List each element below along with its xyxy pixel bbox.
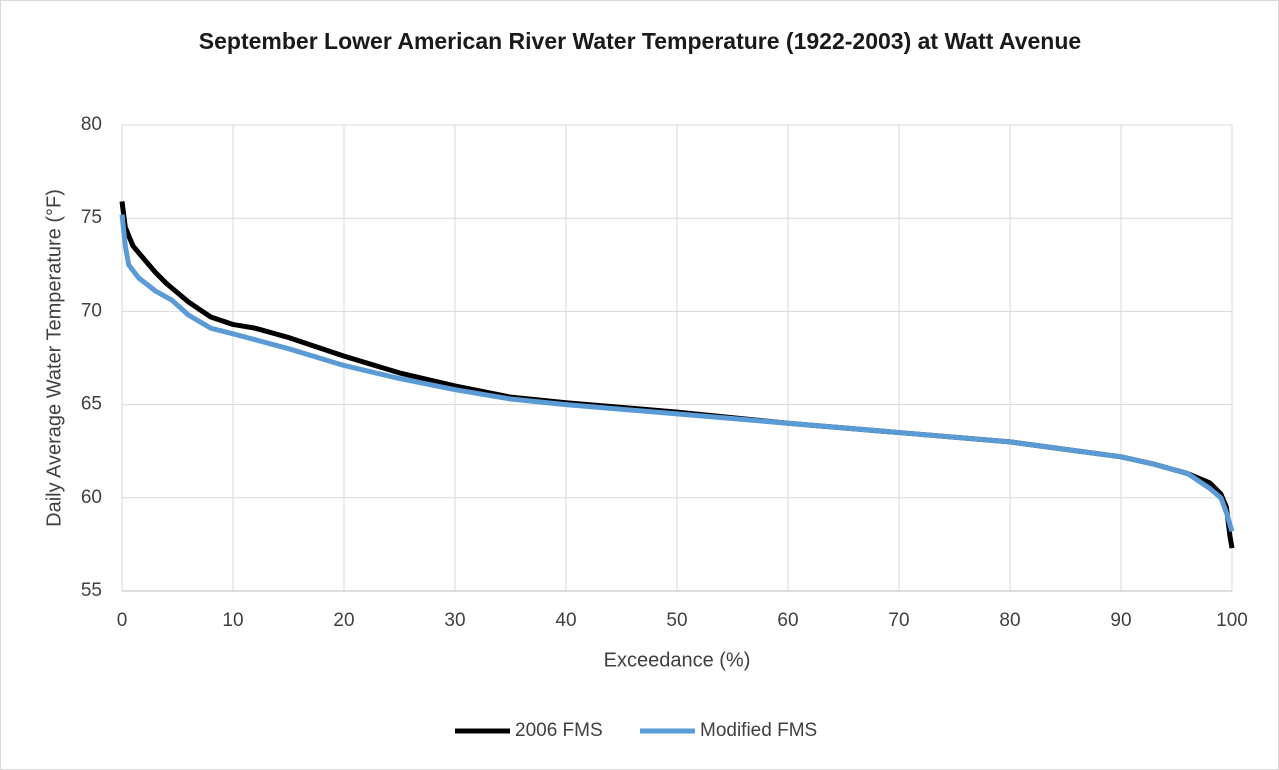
x-tick-label: 90: [1110, 610, 1131, 631]
y-tick-label: 60: [81, 487, 102, 508]
x-tick-label: 0: [117, 610, 128, 631]
x-tick-label: 10: [222, 610, 243, 631]
x-tick-label: 60: [777, 610, 798, 631]
y-tick-label: 65: [81, 394, 102, 415]
x-tick-label: 70: [888, 610, 909, 631]
x-tick-label: 30: [444, 610, 465, 631]
y-tick-label: 75: [81, 207, 102, 228]
x-tick-label: 80: [999, 610, 1020, 631]
x-tick-label: 50: [666, 610, 687, 631]
y-tick-label: 70: [81, 300, 102, 321]
x-axis-label: Exceedance (%): [604, 649, 751, 671]
legend-label: 2006 FMS: [515, 720, 603, 741]
y-tick-label: 80: [81, 114, 102, 135]
legend-label: Modified FMS: [700, 720, 817, 741]
y-axis-label: Daily Average Water Temperature (°F): [43, 189, 65, 527]
chart-title: September Lower American River Water Tem…: [198, 28, 1082, 54]
y-tick-label: 55: [81, 580, 102, 601]
series-line: [119, 214, 1235, 533]
x-tick-label: 100: [1216, 610, 1248, 631]
x-tick-label: 40: [555, 610, 576, 631]
x-tick-label: 20: [333, 610, 354, 631]
